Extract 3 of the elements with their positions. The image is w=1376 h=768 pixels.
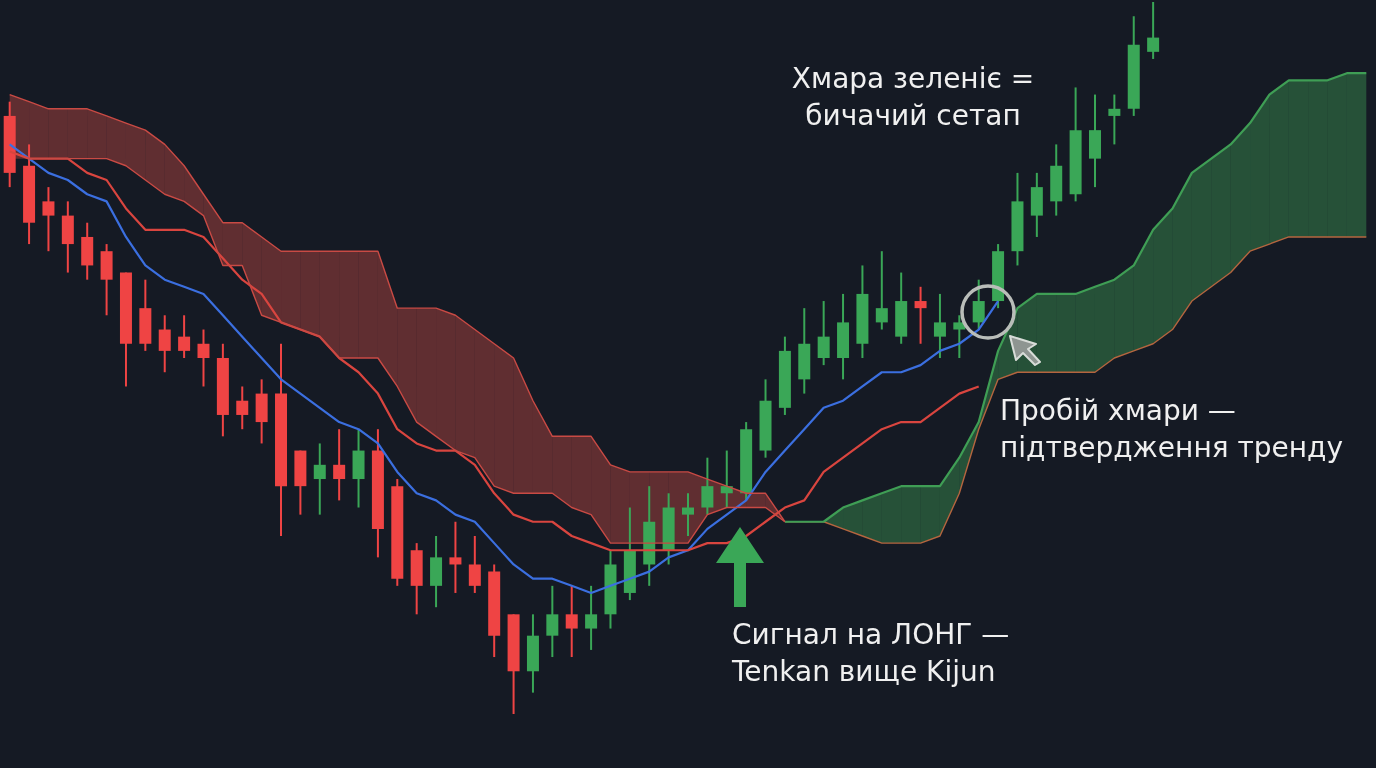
annotation: Хмара зеленіє = бичачий сетап — [791, 61, 1035, 134]
annotation: Сигнал на ЛОНГ — Tenkan вище Kijun — [732, 617, 1010, 690]
annotation: Пробій хмари — підтвердження тренду — [1000, 393, 1343, 466]
